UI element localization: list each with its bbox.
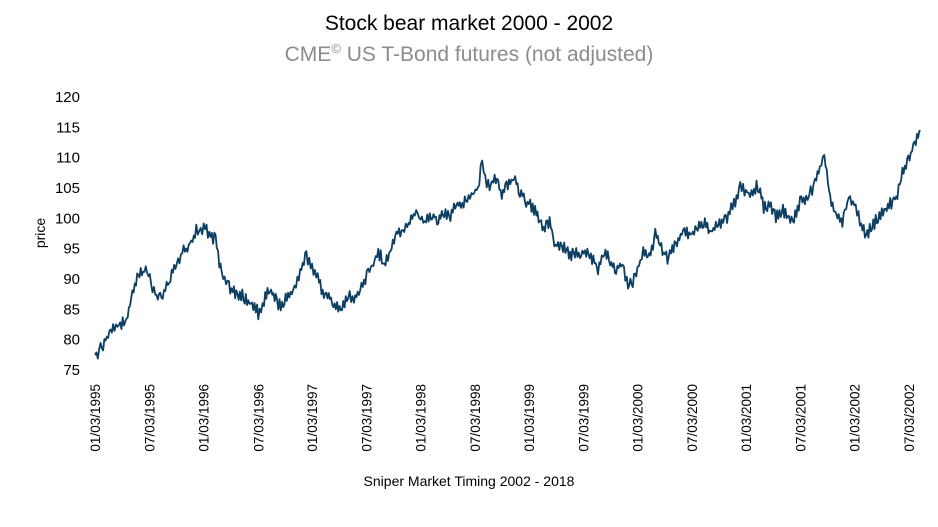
y-tick-label: 75 [63,362,80,379]
x-tick-label: 01/03/1997 [305,384,320,452]
y-tick-label: 90 [63,271,80,288]
y-tick-label: 95 [63,241,80,258]
x-axis-label: Sniper Market Timing 2002 - 2018 [363,473,575,489]
y-axis-ticks: 75 80 85 90 95 100 105 110 115 120 [55,89,80,379]
price-series-line [94,129,921,360]
y-tick-label: 100 [55,210,80,227]
x-tick-label: 01/03/1996 [197,384,212,452]
x-tick-label: 07/03/1996 [251,384,266,452]
series-layer [94,129,921,360]
x-tick-label: 07/03/1998 [468,384,483,452]
copyright-mark: © [331,41,341,56]
subtitle-rest: US T-Bond futures (not adjusted) [340,43,654,66]
y-tick-label: 105 [55,180,80,197]
x-tick-label: 07/03/1999 [576,384,591,452]
x-tick-label: 01/03/2002 [847,384,862,452]
x-tick-label: 07/03/2000 [685,384,700,452]
y-tick-label: 115 [56,119,80,136]
x-tick-label: 07/03/2002 [902,384,917,452]
x-tick-label: 01/03/2000 [631,384,646,452]
x-tick-label: 07/03/2001 [794,384,809,452]
x-tick-label: 07/03/1997 [360,384,375,452]
y-tick-label: 110 [56,150,80,167]
x-tick-label: 01/03/1995 [88,384,103,452]
chart-subtitle: CME© US T-Bond futures (not adjusted) [0,41,938,67]
x-tick-label: 07/03/1995 [143,384,158,452]
subtitle-main: CME [284,43,332,66]
y-axis-label: price [32,218,48,249]
x-tick-label: 01/03/1998 [413,384,428,452]
chart-title: Stock bear market 2000 - 2002 [324,12,614,35]
y-tick-label: 80 [63,332,80,349]
x-tick-label: 01/03/1999 [522,384,537,452]
y-tick-label: 120 [55,89,80,106]
x-tick-label: 01/03/2001 [739,384,754,452]
y-tick-label: 85 [63,301,80,318]
x-axis-ticks: 01/03/1995 07/03/1995 01/03/1996 07/03/1996… [88,384,917,452]
